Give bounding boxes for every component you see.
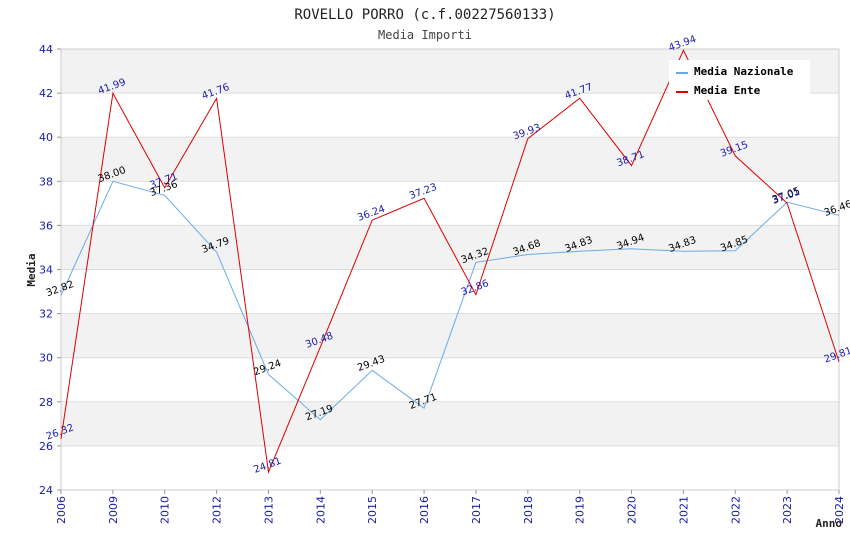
- y-tick-label: 26: [39, 440, 53, 453]
- y-tick-label: 34: [39, 264, 53, 277]
- legend: Media Nazionale Media Ente: [669, 60, 810, 100]
- x-tick-label: 2024: [833, 496, 846, 524]
- x-tick-label: 2013: [262, 496, 275, 524]
- data-label: 32.86: [460, 278, 491, 298]
- chart-title: ROVELLO PORRO (c.f.00227560133): [294, 7, 555, 23]
- plot-band: [61, 137, 839, 182]
- x-tick-label: 2017: [470, 496, 483, 524]
- x-tick-label: 2014: [314, 496, 327, 524]
- legend-label-media-ente: Media Ente: [694, 84, 761, 97]
- series-lines: [60, 49, 840, 474]
- x-axis-ticks: 2006 2009 2010 2012 2013 2014 2015 2016 2017 2018…: [55, 490, 846, 524]
- data-label: 36.46: [823, 199, 850, 219]
- x-tick-label: 2021: [677, 496, 690, 524]
- y-tick-label: 42: [39, 87, 53, 100]
- legend-box: [669, 60, 810, 100]
- y-tick-label: 38: [39, 175, 53, 188]
- y-tick-label: 44: [39, 43, 53, 56]
- y-axis-ticks: 24 26 28 30 32 34 36 38 40 42 44: [39, 43, 61, 497]
- y-tick-label: 24: [39, 484, 53, 497]
- x-tick-label: 2016: [418, 496, 431, 524]
- y-tick-label: 40: [39, 131, 53, 144]
- y-tick-label: 30: [39, 352, 53, 365]
- series-line-media-ente: [60, 49, 840, 474]
- y-axis-label: Media: [25, 253, 38, 286]
- data-label: 24.81: [252, 456, 283, 476]
- grid-lines: [61, 48, 839, 491]
- x-tick-label: 2019: [574, 496, 587, 524]
- y-tick-label: 28: [39, 396, 53, 409]
- legend-label-media-nazionale: Media Nazionale: [694, 65, 794, 78]
- x-tick-label: 2020: [626, 496, 639, 524]
- data-label: 32.82: [45, 279, 76, 299]
- x-tick-label: 2010: [159, 496, 172, 524]
- series-line-media-nazionale: [60, 180, 840, 421]
- y-tick-label: 32: [39, 308, 53, 321]
- plot-band: [61, 401, 839, 446]
- x-tick-label: 2022: [729, 496, 742, 524]
- x-tick-label: 2006: [55, 496, 68, 524]
- y-tick-label: 36: [39, 219, 53, 232]
- x-tick-label: 2018: [522, 496, 535, 524]
- x-axis-label: Anno: [816, 517, 843, 530]
- x-tick-label: 2015: [366, 496, 379, 524]
- x-tick-label: 2009: [107, 496, 120, 524]
- data-label: 36.24: [356, 204, 387, 224]
- chart-subtitle: Media Importi: [378, 28, 472, 42]
- data-label: 29.24: [252, 358, 283, 378]
- x-tick-label: 2012: [211, 496, 224, 524]
- x-tick-label: 2023: [781, 496, 794, 524]
